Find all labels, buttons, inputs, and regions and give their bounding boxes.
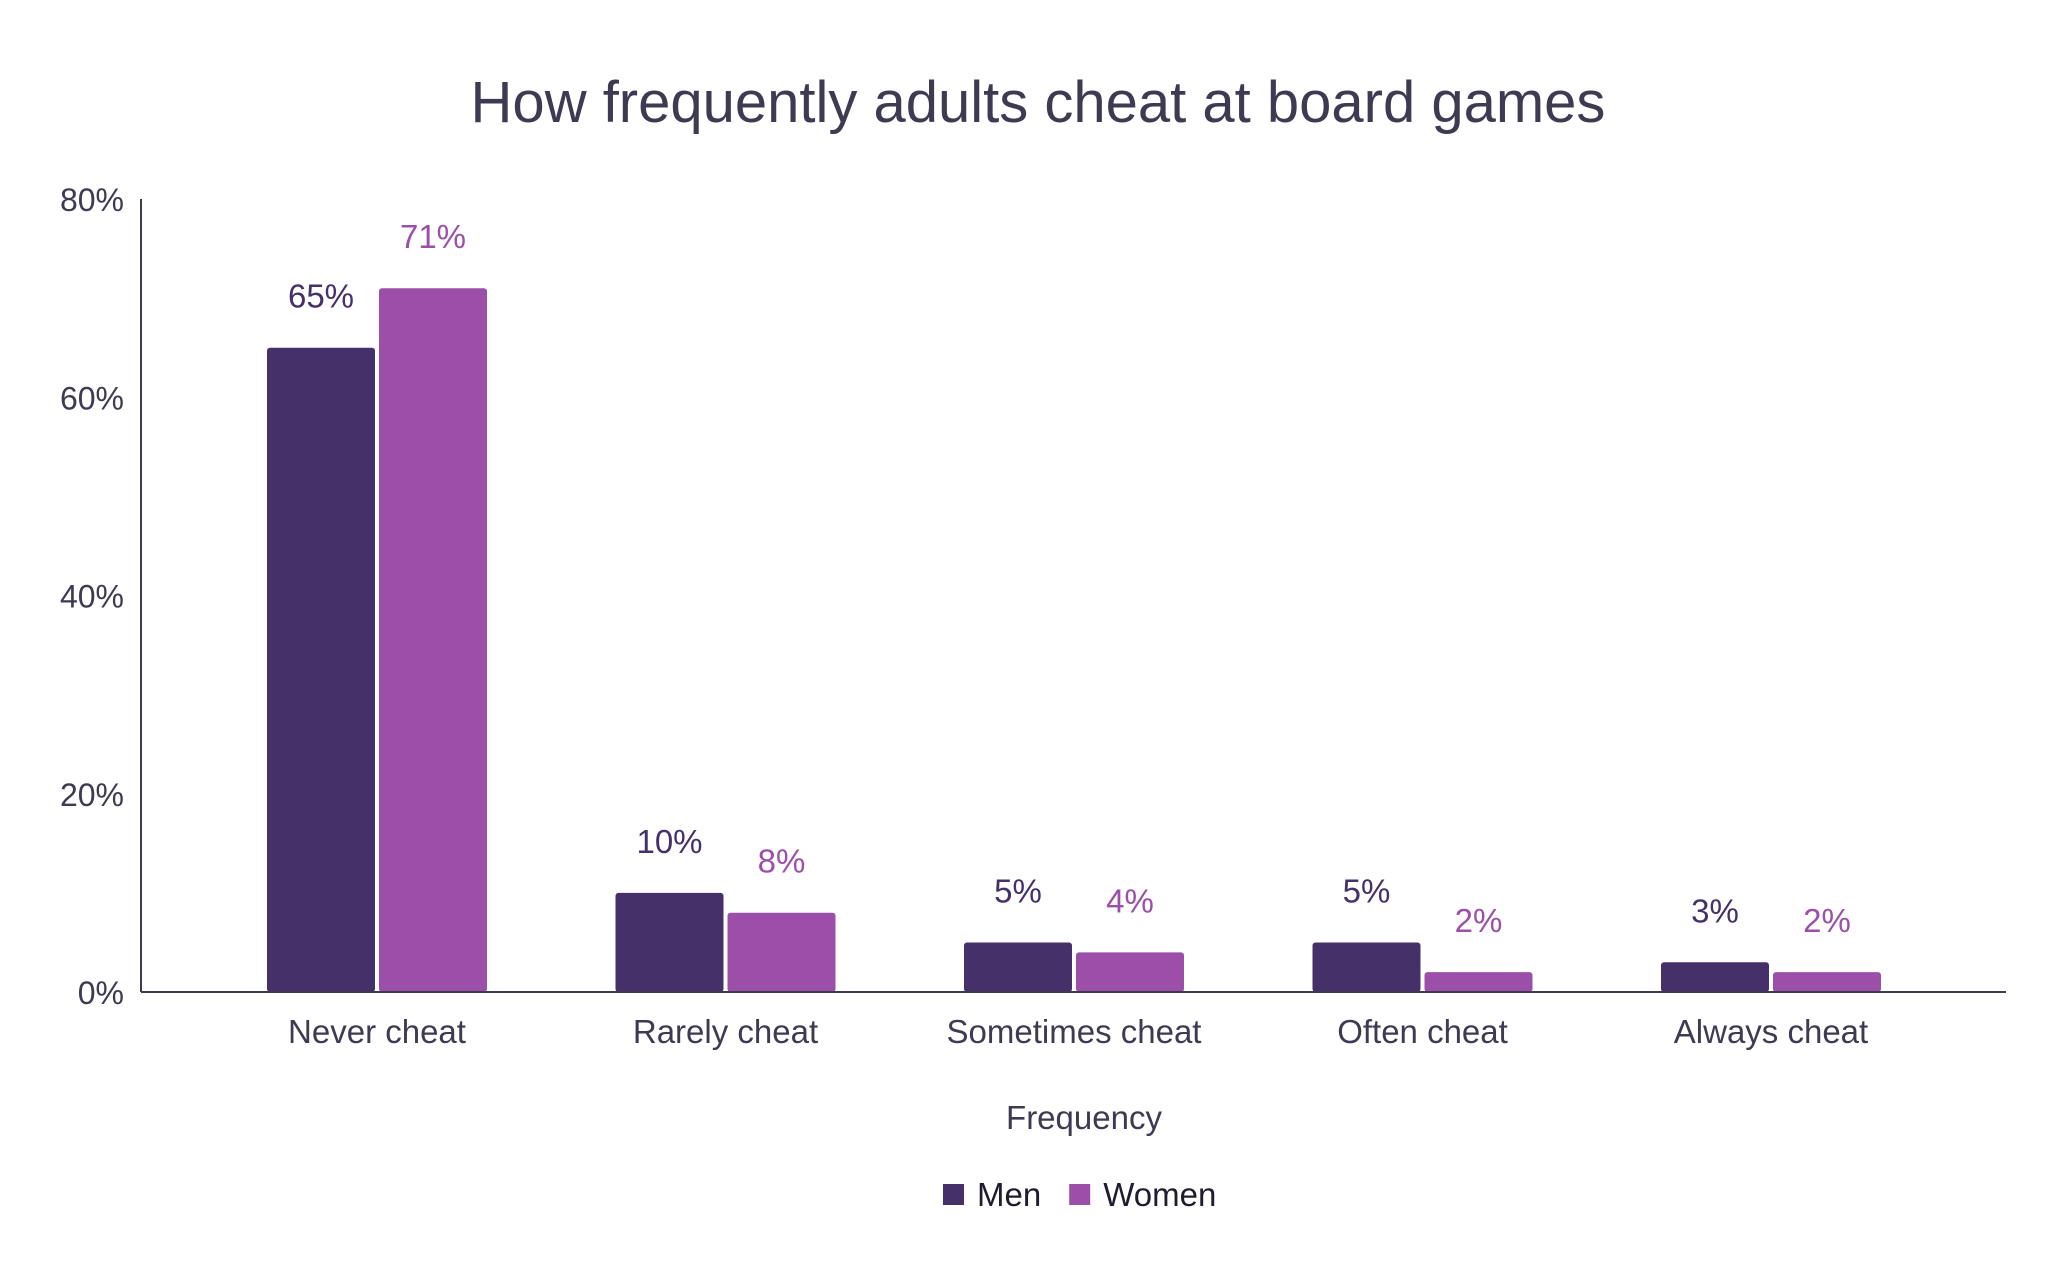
bar-men — [964, 942, 1072, 992]
y-tick-label: 80% — [60, 182, 124, 218]
x-tick-label: Never cheat — [288, 1013, 466, 1050]
bar-men — [1312, 942, 1421, 992]
y-tick-label: 0% — [78, 975, 124, 1011]
data-label: 2% — [1803, 902, 1851, 939]
data-label: 3% — [1691, 892, 1739, 929]
data-label: 4% — [1106, 882, 1154, 919]
bar-men — [1661, 962, 1769, 992]
data-label: 10% — [636, 823, 702, 860]
data-label: 8% — [758, 843, 806, 880]
x-tick-label: Sometimes cheat — [947, 1013, 1202, 1050]
x-axis-label: Frequency — [1006, 1099, 1162, 1136]
bar-women — [379, 288, 487, 992]
legend: Men Women — [943, 1176, 1216, 1213]
bar-men — [267, 347, 375, 992]
legend-swatch-men — [943, 1184, 964, 1205]
legend-label: Women — [1103, 1176, 1216, 1213]
data-label: 65% — [288, 278, 354, 315]
y-tick-label: 20% — [60, 777, 124, 813]
legend-label: Men — [977, 1176, 1041, 1213]
y-tick-label: 60% — [60, 380, 124, 416]
legend-swatch-women — [1069, 1184, 1091, 1205]
bar-men — [615, 892, 724, 992]
x-tick-label: Rarely cheat — [633, 1013, 818, 1050]
bar-women — [1076, 952, 1184, 992]
data-label: 71% — [400, 218, 466, 255]
chart-title: How frequently adults cheat at board gam… — [471, 70, 1606, 135]
data-label: 5% — [1343, 872, 1391, 909]
bar-women — [1773, 972, 1881, 992]
x-tick-label: Often cheat — [1337, 1013, 1508, 1050]
bar-women — [727, 912, 836, 992]
data-label: 2% — [1455, 902, 1503, 939]
data-label: 5% — [994, 872, 1042, 909]
x-tick-label: Always cheat — [1674, 1013, 1868, 1050]
bar-women — [1424, 972, 1533, 992]
y-tick-label: 40% — [60, 579, 124, 615]
